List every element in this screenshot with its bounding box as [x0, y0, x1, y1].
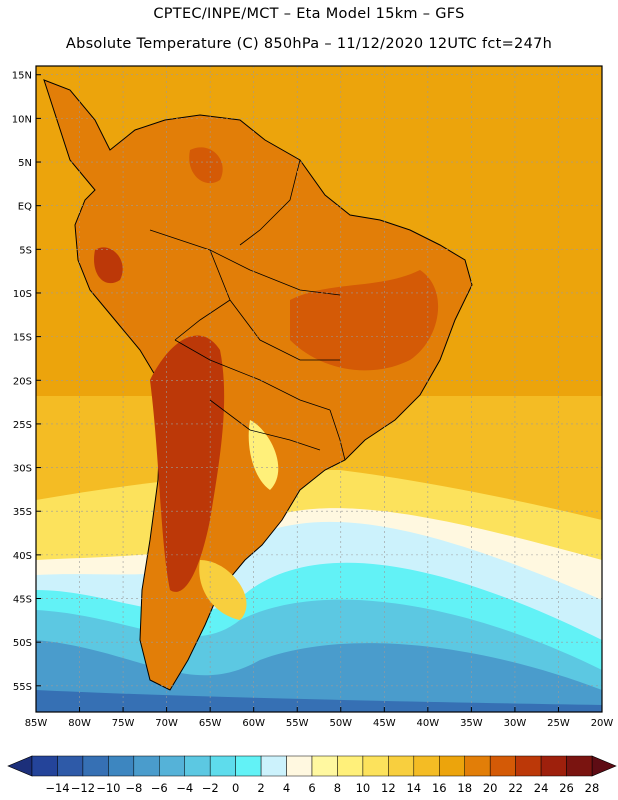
colorbar-cell — [133, 755, 160, 777]
lon-label: 85W — [25, 718, 48, 729]
lat-label: 10N — [12, 114, 32, 125]
colorbar-label: 4 — [283, 781, 290, 795]
lon-label: 75W — [112, 718, 135, 729]
colorbar-cell — [286, 755, 313, 777]
lat-label: 40S — [13, 551, 32, 562]
colorbar-label: 20 — [483, 781, 498, 795]
colorbar-cell — [82, 755, 109, 777]
colorbar-label: 28 — [585, 781, 600, 795]
lon-label: 25W — [547, 718, 570, 729]
colorbar-cell — [108, 755, 135, 777]
colorbar-cell — [209, 755, 236, 777]
colorbar-label: 22 — [508, 781, 523, 795]
lat-label: 35S — [13, 507, 32, 518]
lon-label: 20W — [591, 718, 614, 729]
lat-label: 50S — [13, 638, 32, 649]
lon-label: 35W — [460, 718, 483, 729]
colorbar-cell — [413, 755, 440, 777]
colorbar-label: −14 — [45, 781, 69, 795]
lat-label: 20S — [13, 376, 32, 387]
lon-label: 55W — [286, 718, 309, 729]
colorbar-label: −12 — [71, 781, 95, 795]
lat-label: 5N — [18, 158, 32, 169]
lat-label: EQ — [18, 202, 32, 213]
colorbar-label: −6 — [151, 781, 168, 795]
latitude-labels: 15N 10N 5N EQ 5S 10S 15S 20S 25S 30S 35S 40S 45S 50S 5… — [12, 71, 32, 693]
colorbar-cell — [31, 755, 58, 777]
colorbar-label: 24 — [534, 781, 549, 795]
colorbar-label: 12 — [381, 781, 396, 795]
colorbar-under-arrow — [7, 755, 33, 777]
lat-label: 5S — [19, 245, 32, 256]
colorbar-label: −8 — [125, 781, 142, 795]
longitude-labels: 85W 80W 75W 70W 65W 60W 55W 50W 45W 40W 35W 30W 25W 2… — [25, 718, 614, 729]
colorbar-cell — [489, 755, 516, 777]
lat-label: 25S — [13, 420, 32, 431]
lat-label: 10S — [13, 289, 32, 300]
colorbar-cell — [57, 755, 84, 777]
lon-label: 30W — [504, 718, 527, 729]
lat-lon-grid — [35, 66, 603, 712]
lon-label: 45W — [373, 718, 396, 729]
south-america-landmass — [43, 79, 473, 691]
lon-label: 70W — [155, 718, 178, 729]
colorbar-label: 10 — [356, 781, 371, 795]
colorbar-cell — [159, 755, 185, 777]
map-title: CPTEC/INPE/MCT – Eta Model 15km – GFS — [153, 6, 465, 22]
colorbar-label: 18 — [457, 781, 472, 795]
colorbar-cell — [540, 755, 567, 777]
colorbar-label: −10 — [96, 781, 120, 795]
lat-label: 30S — [13, 464, 32, 475]
colorbar-cell — [464, 755, 491, 777]
colorbar-cell — [235, 755, 262, 777]
colorbar-label: −4 — [176, 781, 193, 795]
colorbar-cell — [311, 755, 338, 777]
lon-label: 80W — [68, 718, 91, 729]
colorbar-label: −2 — [202, 781, 219, 795]
colorbar-label: 16 — [432, 781, 447, 795]
lat-label: 15S — [13, 333, 32, 344]
colorbar-over-arrow — [591, 755, 617, 777]
colorbar-cell — [184, 755, 211, 777]
colorbar-cell — [388, 755, 415, 777]
colorbar-label: 2 — [257, 781, 264, 795]
lon-label: 65W — [199, 718, 222, 729]
colorbar-cell — [337, 755, 364, 777]
lon-label: 50W — [329, 718, 352, 729]
colorbar-label: 0 — [232, 781, 239, 795]
colorbar-cell — [362, 755, 389, 777]
map-frame — [35, 65, 603, 713]
colorbar-label: 26 — [559, 781, 574, 795]
colorbar-label: 14 — [406, 781, 421, 795]
map-subtitle: Absolute Temperature (C) 850hPa – 11/12/… — [65, 36, 553, 52]
colorbar-cell — [515, 755, 542, 777]
lon-label: 60W — [242, 718, 265, 729]
colorbar-label: 6 — [308, 781, 315, 795]
lon-label: 40W — [417, 718, 440, 729]
colorbar-cell — [566, 755, 593, 777]
colorbar-label: 8 — [334, 781, 341, 795]
colorbar-cell — [439, 755, 465, 777]
lat-label: 55S — [13, 682, 32, 693]
lat-label: 45S — [13, 595, 32, 606]
colorbar-cell — [260, 755, 287, 777]
lat-label: 15N — [12, 71, 32, 82]
